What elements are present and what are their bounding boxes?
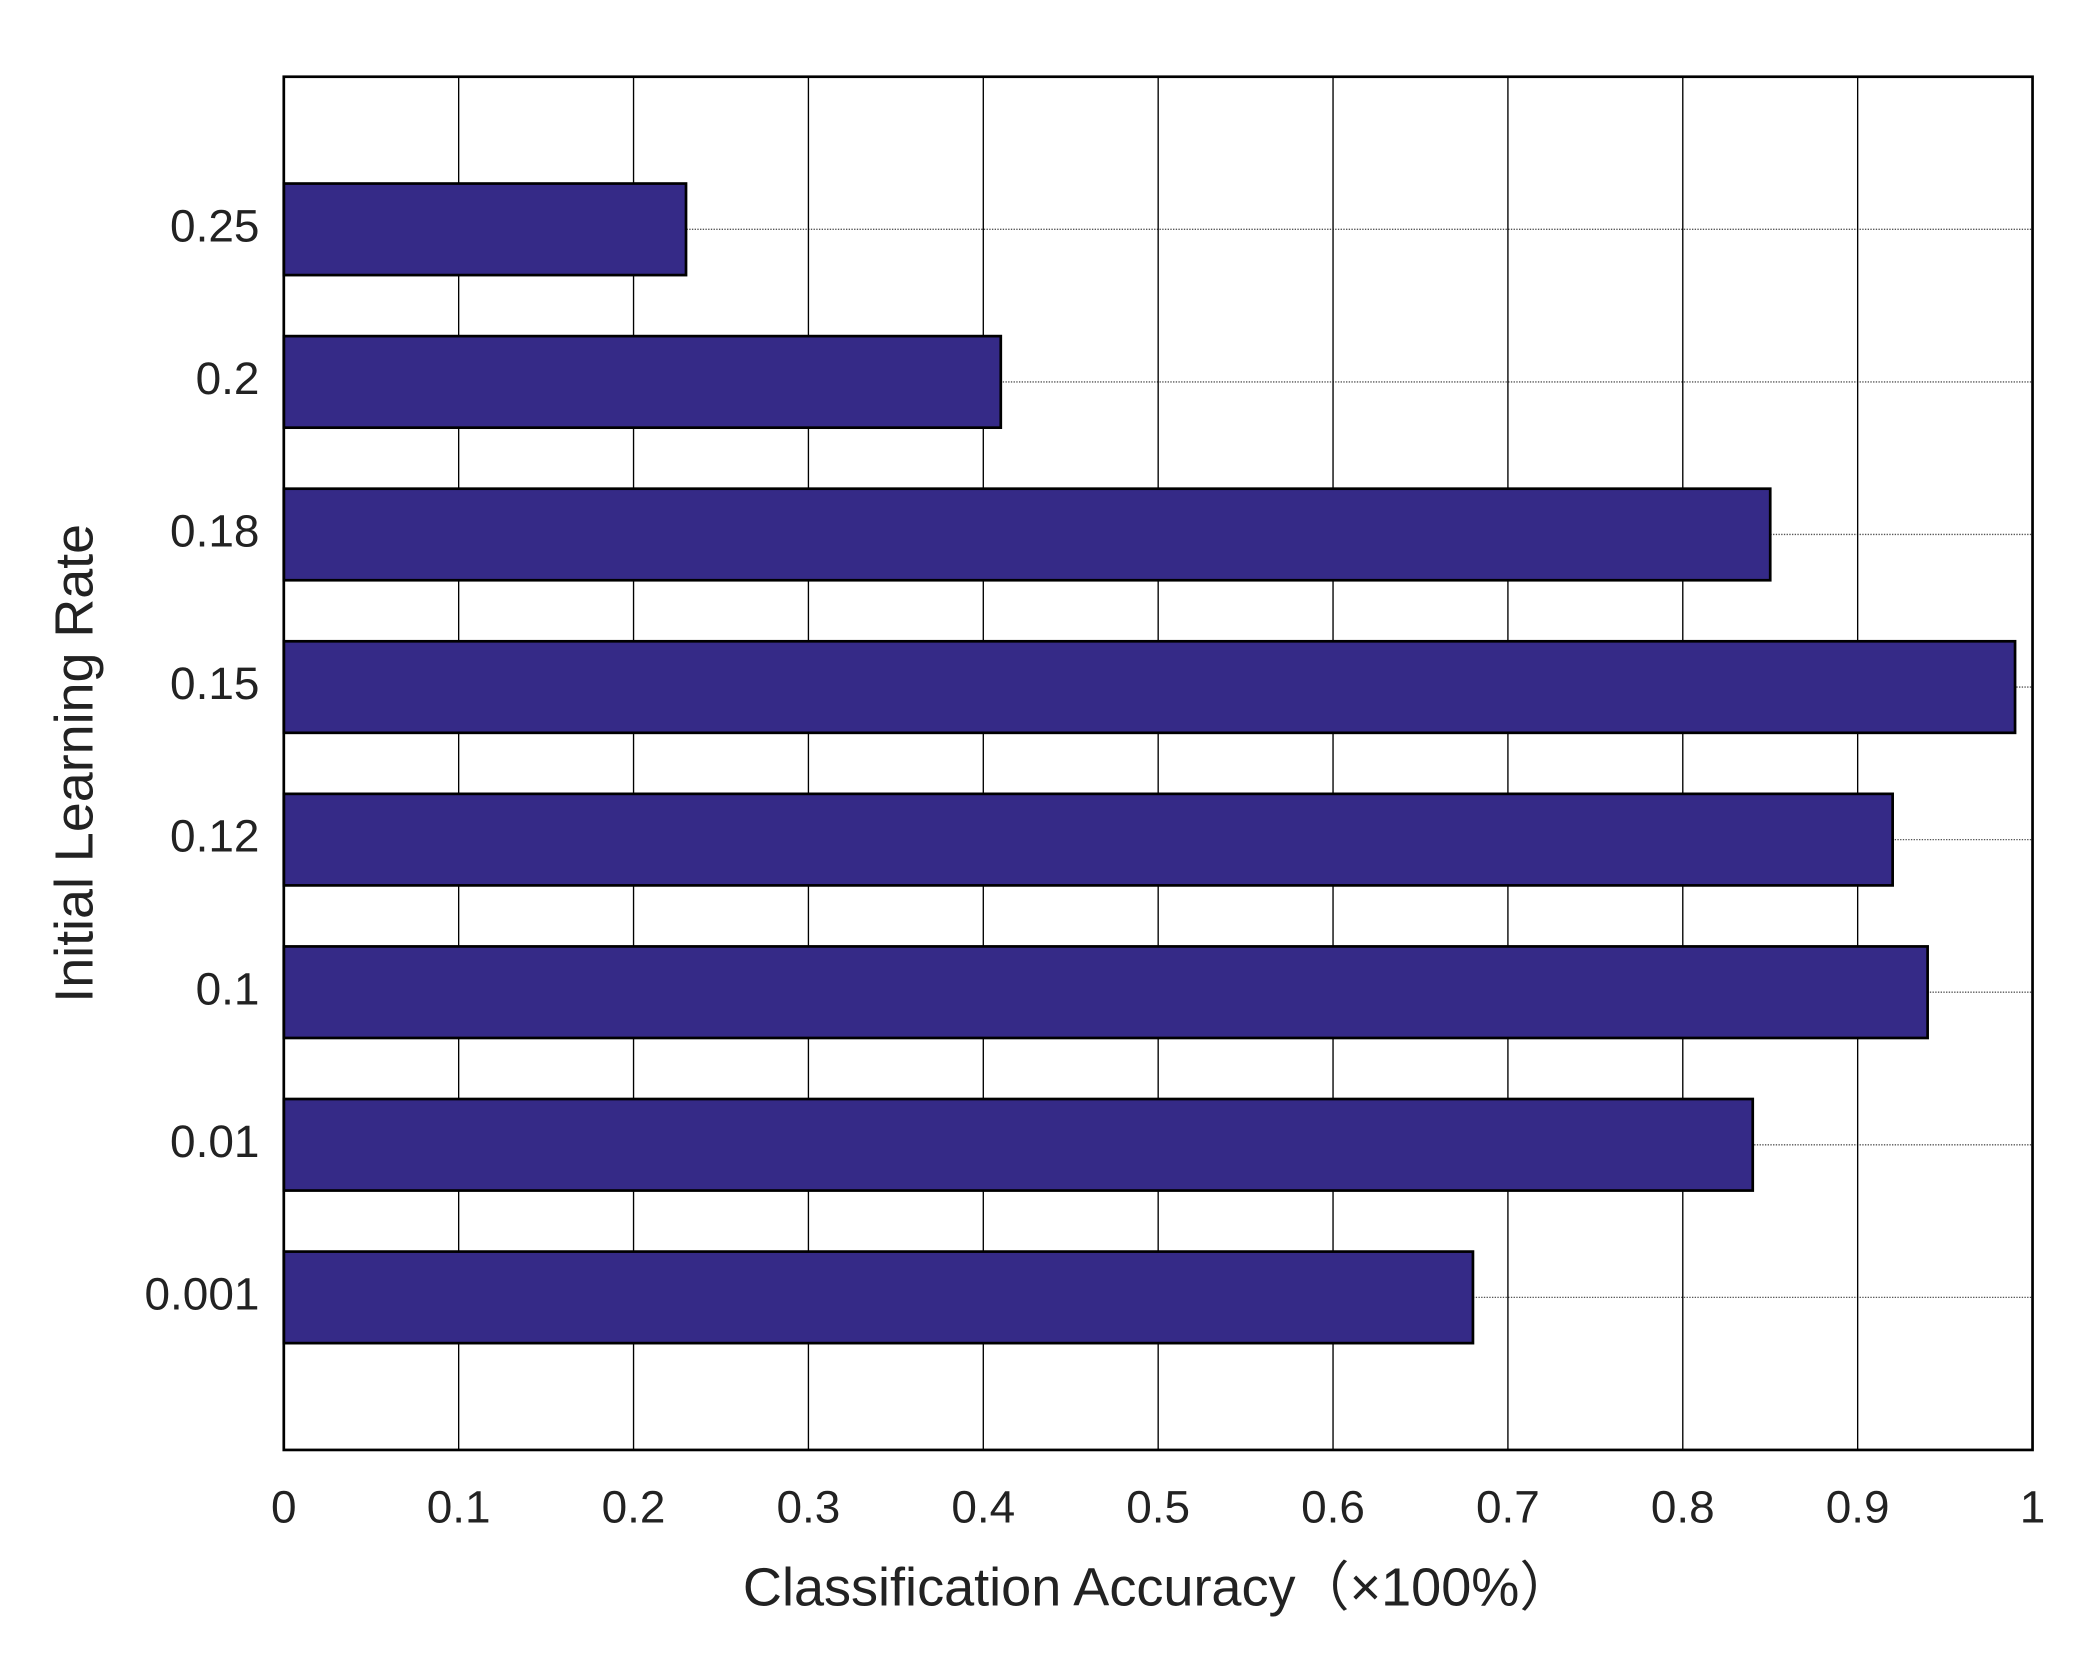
- bar: [282, 1097, 1755, 1192]
- x-tick-label: 0.9: [1826, 1481, 1890, 1533]
- bar: [282, 639, 2017, 735]
- y-tick-label: 0.1: [196, 962, 260, 1014]
- bar: [282, 792, 1894, 887]
- plot-frame: [282, 75, 2034, 1452]
- x-tick-label: 0.6: [1301, 1481, 1365, 1533]
- y-tick-label: 0.12: [170, 810, 259, 862]
- x-tick-label: 0.1: [427, 1481, 491, 1533]
- bar: [282, 1250, 1475, 1345]
- bar: [282, 945, 1929, 1040]
- bar: [282, 182, 688, 277]
- x-tick-label: 0.3: [776, 1481, 840, 1533]
- x-tick-label: 0: [271, 1481, 297, 1533]
- x-tick-label: 0.8: [1651, 1481, 1715, 1533]
- x-tick-label: 0.7: [1476, 1481, 1540, 1533]
- x-tick-label: 0.4: [951, 1481, 1015, 1533]
- x-axis-label: Classification Accuracy（×100%）: [743, 1558, 1573, 1618]
- y-tick-label: 0.15: [170, 657, 259, 709]
- bar: [282, 334, 1003, 430]
- y-tick-label: 0.001: [144, 1268, 259, 1320]
- x-tick-label: 0.2: [602, 1481, 666, 1533]
- x-tick-label: 1: [2020, 1481, 2046, 1533]
- bar: [282, 487, 1772, 582]
- y-tick-label: 0.18: [170, 505, 259, 557]
- y-axis-label: Initial Learning Rate: [45, 524, 105, 1003]
- y-tick-label: 0.2: [196, 352, 260, 404]
- y-tick-label: 0.25: [170, 199, 259, 251]
- x-tick-label: 0.5: [1126, 1481, 1190, 1533]
- y-tick-label: 0.01: [170, 1115, 259, 1167]
